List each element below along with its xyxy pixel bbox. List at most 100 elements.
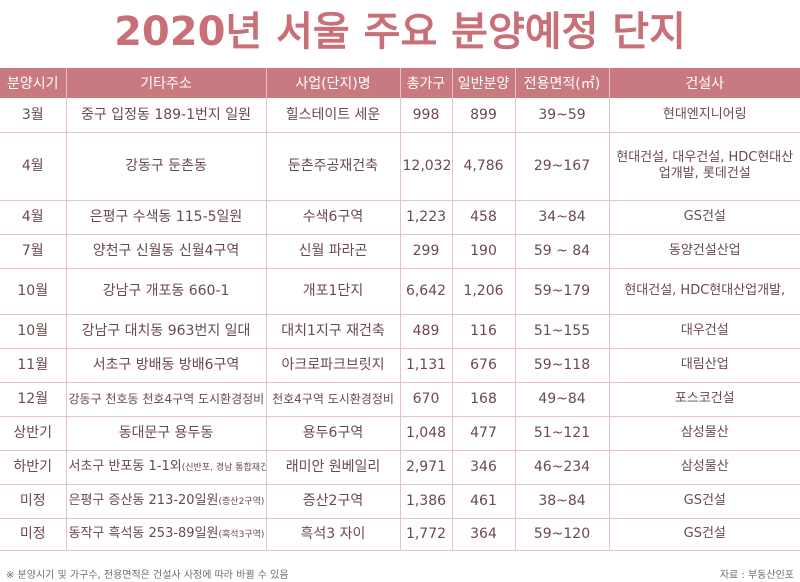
- cell-total: 1,772: [399, 518, 452, 551]
- cell-general: 899: [451, 98, 515, 133]
- cell-general: 676: [451, 348, 515, 383]
- header-address: 기타주소: [65, 68, 266, 98]
- header-project: 사업(단지)명: [265, 68, 400, 98]
- cell-period: 10월: [0, 268, 66, 315]
- cell-general: 168: [451, 382, 515, 417]
- cell-project: 힐스테이트 세운: [265, 98, 400, 133]
- cell-period: 미정: [0, 518, 66, 551]
- cell-project: 증산2구역: [265, 484, 400, 519]
- cell-builder: 포스코건설: [608, 382, 800, 417]
- table-row: 7월 양천구 신월동 신월4구역 신월 파라곤 299 190 59 ~ 84 …: [0, 234, 800, 269]
- cell-period: 12월: [0, 382, 66, 417]
- cell-general: 461: [451, 484, 515, 519]
- cell-general: 458: [451, 200, 515, 235]
- cell-builder: 현대건설, 대우건설, HDC현대산업개발, 롯데건설: [608, 132, 800, 201]
- cell-address: 동작구 흑석동 253-89일원(흑석3구역): [65, 518, 266, 551]
- cell-total: 2,971: [399, 450, 452, 485]
- cell-total: 6,642: [399, 268, 452, 315]
- table-row: 10월 강남구 개포동 660-1 개포1단지 6,642 1,206 59~1…: [0, 268, 800, 315]
- cell-period: 하반기: [0, 450, 66, 485]
- cell-address: 양천구 신월동 신월4구역: [65, 234, 266, 269]
- cell-total: 299: [399, 234, 452, 269]
- cell-area: 46~234: [514, 450, 609, 485]
- table-row: 미정 은평구 증산동 213-20일원(증산2구역) 증산2구역 1,386 4…: [0, 484, 800, 519]
- cell-period: 4월: [0, 200, 66, 235]
- cell-area: 39~59: [514, 98, 609, 133]
- cell-project: 둔촌주공재건축: [265, 132, 400, 201]
- cell-address: 중구 입정동 189-1번지 일원: [65, 98, 266, 133]
- address-note: (증산2구역): [218, 496, 265, 507]
- cell-period: 4월: [0, 132, 66, 201]
- address-note: (흑석3구역): [218, 529, 265, 540]
- cell-total: 12,032: [399, 132, 452, 201]
- cell-area: 29~167: [514, 132, 609, 201]
- cell-builder: 현대엔지니어링: [608, 98, 800, 133]
- cell-area: 38~84: [514, 484, 609, 519]
- cell-area: 34~84: [514, 200, 609, 235]
- cell-project: 용두6구역: [265, 416, 400, 451]
- cell-project: 흑석3 자이: [265, 518, 400, 551]
- cell-builder: 삼성물산: [608, 450, 800, 485]
- cell-period: 미정: [0, 484, 66, 519]
- cell-builder: GS건설: [608, 518, 800, 551]
- cell-address: 동대문구 용두동: [65, 416, 266, 451]
- cell-period: 3월: [0, 98, 66, 133]
- cell-area: 49~84: [514, 382, 609, 417]
- cell-project: 아크로파크브릿지: [265, 348, 400, 383]
- table-row: 4월 강동구 둔촌동 둔촌주공재건축 12,032 4,786 29~167 현…: [0, 132, 800, 201]
- table-row: 11월 서초구 방배동 방배6구역 아크로파크브릿지 1,131 676 59~…: [0, 348, 800, 383]
- footnote: ※ 분양시기 및 가구수, 전용면적은 건설사 사정에 따라 바뀔 수 있음: [6, 570, 289, 581]
- cell-builder: 동양건설산업: [608, 234, 800, 269]
- cell-general: 346: [451, 450, 515, 485]
- cell-general: 190: [451, 234, 515, 269]
- cell-builder: GS건설: [608, 200, 800, 235]
- schedule-table: 분양시기 기타주소 사업(단지)명 총가구 일반분양 전용면적(㎡) 건설사 3…: [0, 68, 800, 551]
- cell-address: 은평구 수색동 115-5일원: [65, 200, 266, 235]
- table-row: 하반기 서초구 반포동 1-1외(신반포, 경남 통합재건축) 래미안 원베일리…: [0, 450, 800, 485]
- page-title: 2020년 서울 주요 분양예정 단지: [114, 9, 686, 55]
- cell-project: 개포1단지: [265, 268, 400, 315]
- table-row: 미정 동작구 흑석동 253-89일원(흑석3구역) 흑석3 자이 1,772 …: [0, 518, 800, 551]
- header-area: 전용면적(㎡): [514, 68, 609, 98]
- header-general: 일반분양: [451, 68, 515, 98]
- cell-project: 천호4구역 도시환경정비: [265, 382, 400, 417]
- table-row: 상반기 동대문구 용두동 용두6구역 1,048 477 51~121 삼성물산: [0, 416, 800, 451]
- cell-total: 998: [399, 98, 452, 133]
- cell-period: 7월: [0, 234, 66, 269]
- cell-address: 강남구 대치동 963번지 일대: [65, 314, 266, 349]
- cell-area: 51~155: [514, 314, 609, 349]
- cell-total: 1,131: [399, 348, 452, 383]
- cell-period: 상반기: [0, 416, 66, 451]
- cell-area: 59~179: [514, 268, 609, 315]
- cell-address: 강동구 천호동 천호4구역 도시환경정비: [65, 382, 266, 417]
- cell-area: 59 ~ 84: [514, 234, 609, 269]
- cell-builder: 삼성물산: [608, 416, 800, 451]
- cell-address: 은평구 증산동 213-20일원(증산2구역): [65, 484, 266, 519]
- header-period: 분양시기: [0, 68, 66, 98]
- cell-general: 4,786: [451, 132, 515, 201]
- header-builder: 건설사: [608, 68, 800, 98]
- cell-area: 59~120: [514, 518, 609, 551]
- cell-general: 364: [451, 518, 515, 551]
- cell-area: 51~121: [514, 416, 609, 451]
- cell-total: 489: [399, 314, 452, 349]
- header-total: 총가구: [399, 68, 452, 98]
- cell-project: 래미안 원베일리: [265, 450, 400, 485]
- cell-total: 1,223: [399, 200, 452, 235]
- cell-address: 강남구 개포동 660-1: [65, 268, 266, 315]
- cell-general: 477: [451, 416, 515, 451]
- cell-project: 신월 파라곤: [265, 234, 400, 269]
- cell-period: 10월: [0, 314, 66, 349]
- table-row: 12월 강동구 천호동 천호4구역 도시환경정비 천호4구역 도시환경정비 67…: [0, 382, 800, 417]
- cell-total: 670: [399, 382, 452, 417]
- cell-area: 59~118: [514, 348, 609, 383]
- cell-builder: GS건설: [608, 484, 800, 519]
- cell-builder: 대우건설: [608, 314, 800, 349]
- source-credit: 자료 : 부동산인포: [719, 570, 794, 581]
- cell-address: 서초구 반포동 1-1외(신반포, 경남 통합재건축): [65, 450, 266, 485]
- cell-builder: 현대건설, HDC현대산업개발,: [608, 268, 800, 315]
- address-note: (신반포, 경남 통합재건축): [181, 462, 266, 473]
- cell-project: 대치1지구 재건축: [265, 314, 400, 349]
- table-row: 3월 중구 입정동 189-1번지 일원 힐스테이트 세운 998 899 39…: [0, 98, 800, 133]
- cell-project: 수색6구역: [265, 200, 400, 235]
